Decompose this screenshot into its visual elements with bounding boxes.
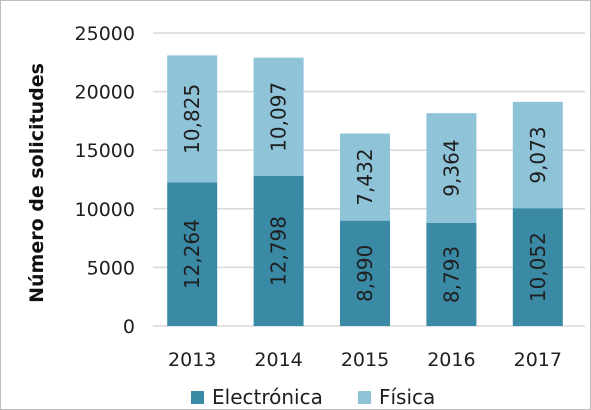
bar-segment-fisica xyxy=(167,55,218,183)
y-tick-label: 15000 xyxy=(75,140,135,162)
x-tick-labels: 2013 2014 2015 2016 2017 xyxy=(168,349,562,371)
data-label: 7,432 xyxy=(353,148,377,205)
bars: 12,264 10,825 12,798 10,097 8,990 7,432 8,793 9… xyxy=(167,55,563,326)
data-label: 10,825 xyxy=(180,84,204,154)
y-axis-label: Número de solicitudes xyxy=(26,63,48,303)
legend-label-fisica: Física xyxy=(379,385,435,409)
legend: Electrónica Física xyxy=(191,385,435,409)
bar-segment-electronica xyxy=(426,222,477,326)
bar-segment-fisica xyxy=(340,133,390,221)
data-label: 10,052 xyxy=(526,232,550,302)
bar-segment-electronica xyxy=(340,220,390,326)
data-label: 10,097 xyxy=(267,82,291,152)
bar-segment-fisica xyxy=(253,57,304,177)
y-tick-label: 10000 xyxy=(75,199,135,221)
bar-segment-fisica xyxy=(426,113,477,223)
data-label: 9,364 xyxy=(439,139,463,196)
y-tick-labels: 0 5000 10000 15000 20000 25000 xyxy=(75,23,135,338)
x-tick-label: 2013 xyxy=(168,349,216,371)
y-tick-label: 5000 xyxy=(87,257,135,279)
x-tick-label: 2016 xyxy=(427,349,475,371)
y-tick-label: 25000 xyxy=(75,23,135,45)
x-tick-label: 2015 xyxy=(341,349,389,371)
legend-swatch-electronica xyxy=(191,391,204,404)
data-label: 12,798 xyxy=(267,216,291,286)
data-label: 8,990 xyxy=(353,245,377,302)
bar-segment-electronica xyxy=(512,208,563,326)
data-label: 8,793 xyxy=(439,246,463,303)
legend-swatch-fisica xyxy=(358,391,371,404)
data-label: 9,073 xyxy=(526,126,550,183)
y-tick-label: 20000 xyxy=(75,82,135,104)
y-tick-label: 0 xyxy=(123,316,135,338)
bar-segment-electronica xyxy=(167,182,218,326)
legend-label-electronica: Electrónica xyxy=(212,385,323,409)
x-tick-label: 2017 xyxy=(514,349,562,371)
data-label: 12,264 xyxy=(180,219,204,289)
bar-segment-fisica xyxy=(512,101,563,209)
bar-segment-electronica xyxy=(253,176,304,326)
x-tick-label: 2014 xyxy=(254,349,302,371)
